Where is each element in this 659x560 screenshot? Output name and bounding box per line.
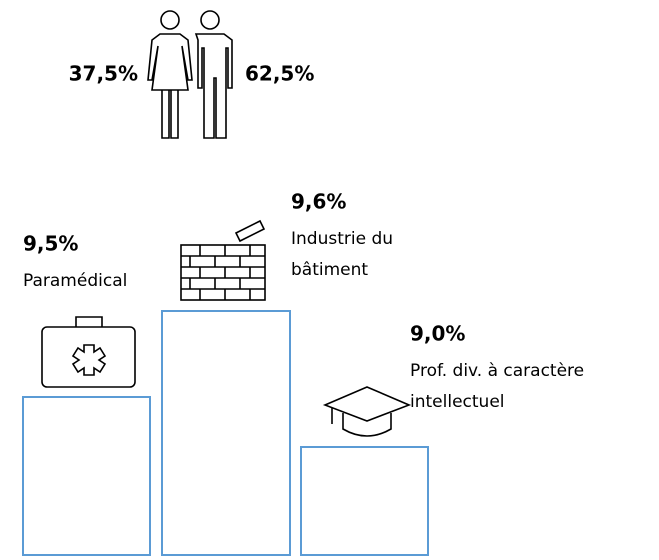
podium-label: Industrie du [291,229,393,249]
medical-icon [41,316,136,388]
podium-label: bâtiment [291,260,368,280]
podium-box [161,310,291,556]
podium-label: intellectuel [410,392,505,412]
male-share: 62,5% [245,62,314,86]
podium-value: 9,5% [23,232,78,256]
brick-icon [180,219,266,301]
podium-label: Paramédical [23,271,127,291]
podium-label: Prof. div. à caractère [410,361,584,381]
podium-value: 9,0% [410,322,465,346]
podium-value: 9,6% [291,190,346,214]
female-share: 37,5% [69,62,138,86]
podium-box [22,396,151,556]
podium-box [300,446,429,556]
graduation-icon [322,386,412,437]
gender-icon [147,10,233,139]
